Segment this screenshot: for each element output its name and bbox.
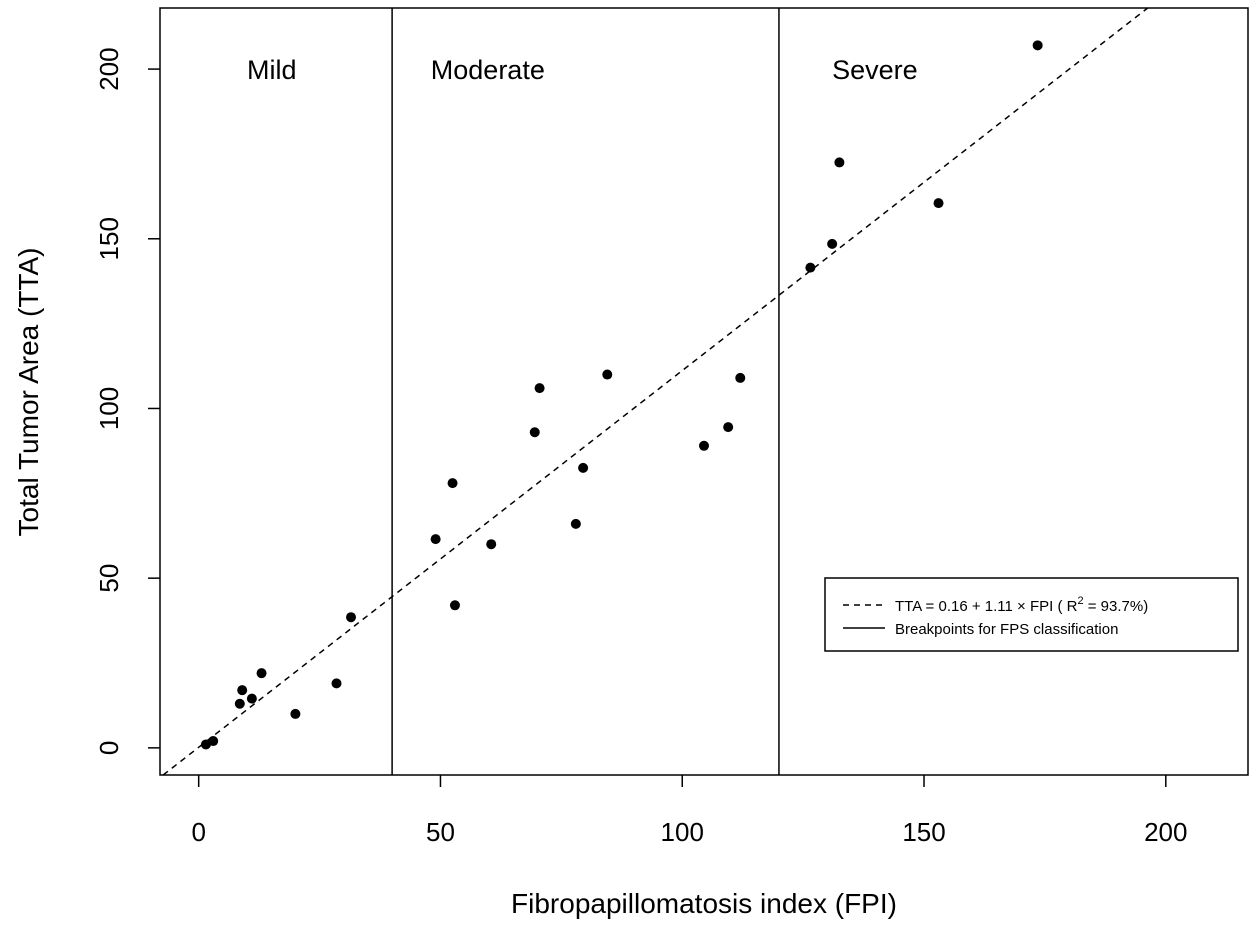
region-label-moderate: Moderate	[431, 55, 545, 85]
data-point-3	[234, 698, 245, 709]
data-point-17	[578, 462, 589, 473]
legend-r2-value: = 93.7%)	[1084, 598, 1149, 615]
data-point-8	[331, 678, 342, 689]
data-points	[200, 40, 1043, 750]
y-tick-label-100: 100	[94, 387, 124, 430]
y-tick-label-50: 50	[94, 564, 124, 593]
data-point-19	[699, 440, 709, 451]
legend-regression-text: TTA = 0.16 + 1.11 × FPI ( R	[895, 598, 1078, 615]
y-axis-title: Total Tumor Area (TTA)	[13, 248, 44, 537]
region-label-severe: Severe	[832, 55, 918, 85]
data-point-7	[290, 708, 301, 719]
data-point-6	[256, 668, 267, 679]
data-point-22	[805, 262, 816, 273]
data-point-18	[602, 369, 613, 380]
data-point-4	[237, 685, 248, 696]
data-point-5	[246, 693, 257, 704]
legend-r2-superscript: 2	[1077, 595, 1083, 607]
x-axis: 0 50 100 150 200	[191, 775, 1187, 847]
region-label-mild: Mild	[247, 55, 297, 85]
y-axis: 0 50 100 150 200	[94, 47, 160, 755]
x-tick-label-150: 150	[902, 817, 945, 847]
regression-line	[162, 7, 1149, 776]
data-point-16	[570, 518, 581, 529]
data-point-2	[208, 736, 219, 747]
data-point-10	[430, 534, 441, 545]
data-point-12	[449, 600, 460, 611]
fps-regions: Mild Moderate Severe	[247, 8, 918, 775]
legend-breakpoints-label: Breakpoints for FPS classification	[895, 621, 1118, 638]
data-point-15	[534, 383, 545, 394]
x-tick-label-100: 100	[661, 817, 704, 847]
data-point-20	[723, 422, 734, 433]
data-point-26	[1032, 40, 1043, 51]
data-point-21	[735, 372, 746, 383]
data-point-23	[827, 238, 838, 249]
y-tick-label-0: 0	[94, 741, 124, 755]
data-point-14	[529, 427, 540, 438]
regression-fit	[162, 7, 1149, 776]
data-point-25	[933, 198, 944, 209]
y-tick-label-150: 150	[94, 217, 124, 260]
data-point-9	[346, 612, 357, 623]
legend: TTA = 0.16 + 1.11 × FPI ( R2 = 93.7%) Br…	[824, 577, 1239, 652]
x-axis-title: Fibropapillomatosis index (FPI)	[511, 888, 897, 919]
x-tick-label-200: 200	[1144, 817, 1187, 847]
data-point-11	[447, 478, 458, 489]
data-point-24	[834, 157, 845, 168]
y-tick-label-200: 200	[94, 47, 124, 90]
x-tick-label-50: 50	[426, 817, 455, 847]
x-tick-label-0: 0	[191, 817, 205, 847]
data-point-13	[486, 539, 497, 550]
legend-regression-label: TTA = 0.16 + 1.11 × FPI ( R2 = 93.7%)	[895, 595, 1148, 615]
plot-frame	[159, 7, 1249, 776]
legend-box	[824, 577, 1239, 652]
